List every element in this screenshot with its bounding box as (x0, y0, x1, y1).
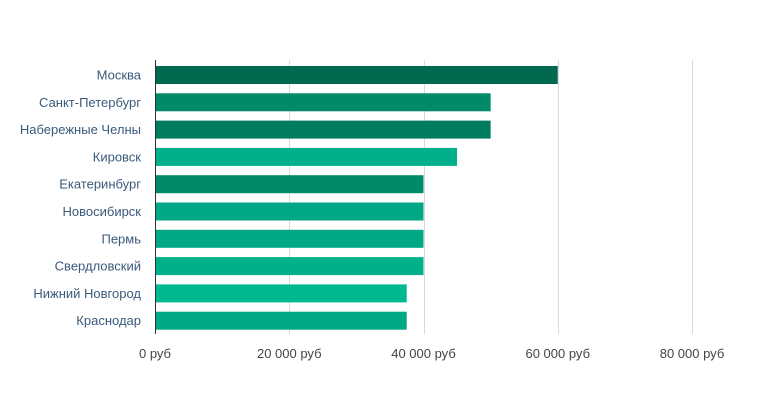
category-label-8: Свердловский (55, 259, 141, 274)
bar-1[interactable] (155, 66, 558, 84)
category-label-9: Нижний Новгород (33, 286, 141, 301)
category-label-10: Краснодар (76, 313, 141, 328)
x-tick-label-1: 20 000 руб (257, 346, 322, 361)
bars (155, 66, 558, 330)
bar-7[interactable] (155, 229, 424, 248)
x-tick-label-0: 0 руб (139, 346, 171, 361)
category-label-3: Набережные Челны (20, 122, 141, 137)
x-tick-label-2: 40 000 руб (391, 346, 456, 361)
bar-5[interactable] (155, 175, 424, 194)
bar-10[interactable] (155, 311, 407, 330)
category-label-1: Москва (97, 68, 142, 83)
x-tick-label-3: 60 000 руб (525, 346, 590, 361)
bar-8[interactable] (155, 257, 424, 276)
category-label-4: Кировск (93, 149, 142, 164)
bar-9[interactable] (155, 284, 407, 303)
category-labels: Москва Санкт-Петербург Набережные Челны Кир… (20, 68, 142, 329)
category-label-2: Санкт-Петербург (39, 95, 141, 110)
bar-6[interactable] (155, 202, 424, 221)
category-label-7: Пермь (101, 231, 141, 246)
category-label-6: Новосибирск (63, 204, 142, 219)
bar-2[interactable] (155, 93, 491, 112)
bar-4[interactable] (155, 147, 458, 166)
x-tick-label-4: 80 000 руб (660, 346, 725, 361)
x-tick-labels: 0 руб 20 000 руб 40 000 руб 60 000 руб 80 00… (139, 346, 724, 361)
category-label-5: Екатеринбург (59, 177, 141, 192)
bar-3[interactable] (155, 120, 491, 139)
